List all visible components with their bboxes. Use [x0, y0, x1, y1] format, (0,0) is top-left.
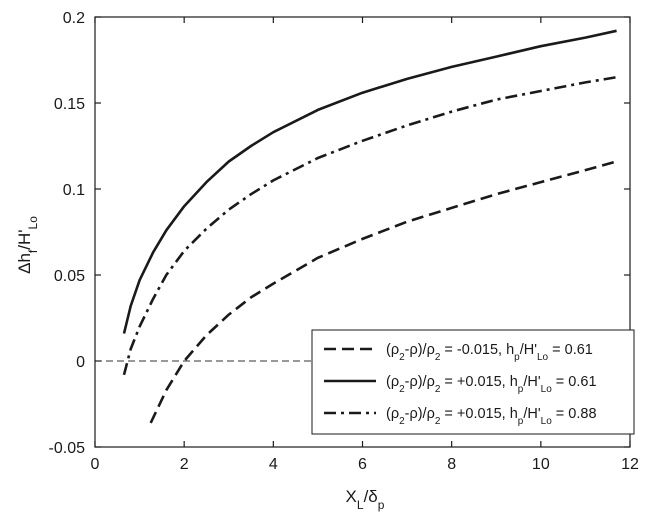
x-tick-label: 6 [358, 456, 367, 473]
series-line-dashed [149, 160, 617, 424]
legend-entry-2: (ρ2-ρ)/ρ2 = +0.015, hp/H'Lo = 0.61 [324, 374, 597, 395]
y-tick-label: -0.05 [49, 440, 86, 457]
legend-entry-1: (ρ2-ρ)/ρ2 = -0.015, hp/H'Lo = 0.61 [324, 342, 593, 363]
y-tick-label: 0.1 [63, 182, 85, 199]
legend-entry-3: (ρ2-ρ)/ρ2 = +0.015, hp/H'Lo = 0.88 [324, 406, 597, 427]
x-tick-label: 8 [447, 456, 456, 473]
y-axis-label: Δhf/H'Lo [15, 216, 40, 274]
legend: (ρ2-ρ)/ρ2 = -0.015, hp/H'Lo = 0.61 (ρ2-ρ… [311, 329, 635, 435]
plot-frame [94, 16, 631, 448]
x-tick-label: 12 [621, 456, 639, 473]
x-tick-label: 2 [180, 456, 189, 473]
y-tick-label: 0.15 [54, 96, 85, 113]
legend-label-3: (ρ2-ρ)/ρ2 = +0.015, hp/H'Lo = 0.88 [386, 406, 597, 427]
legend-label-1: (ρ2-ρ)/ρ2 = -0.015, hp/H'Lo = 0.61 [386, 342, 593, 363]
x-tick-label: 0 [91, 456, 100, 473]
series-line-solid [122, 29, 617, 334]
series-line-dashdot [122, 75, 617, 376]
x-tick-label: 4 [269, 456, 278, 473]
y-tick-label: 0.05 [54, 268, 85, 285]
x-axis-label: XL/δp [346, 487, 385, 512]
y-tick-label: 0 [76, 354, 85, 371]
legend-label-2: (ρ2-ρ)/ρ2 = +0.015, hp/H'Lo = 0.61 [386, 374, 597, 395]
y-tick-label: 0.2 [63, 10, 85, 27]
x-tick-label: 10 [532, 456, 550, 473]
